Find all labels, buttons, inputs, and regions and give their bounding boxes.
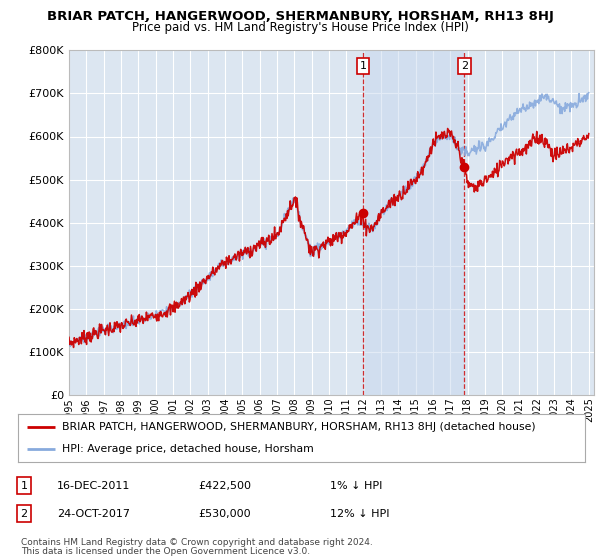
Text: 1: 1: [20, 480, 28, 491]
Text: 24-OCT-2017: 24-OCT-2017: [57, 508, 130, 519]
Bar: [363, 50, 464, 395]
Text: 1: 1: [359, 60, 367, 71]
Text: Contains HM Land Registry data © Crown copyright and database right 2024.: Contains HM Land Registry data © Crown c…: [21, 538, 373, 547]
Text: £422,500: £422,500: [198, 480, 251, 491]
Text: HPI: Average price, detached house, Horsham: HPI: Average price, detached house, Hors…: [62, 444, 314, 454]
Text: £530,000: £530,000: [198, 508, 251, 519]
Text: BRIAR PATCH, HANGERWOOD, SHERMANBURY, HORSHAM, RH13 8HJ: BRIAR PATCH, HANGERWOOD, SHERMANBURY, HO…: [47, 10, 553, 23]
Text: 2: 2: [20, 508, 28, 519]
Text: BRIAR PATCH, HANGERWOOD, SHERMANBURY, HORSHAM, RH13 8HJ (detached house): BRIAR PATCH, HANGERWOOD, SHERMANBURY, HO…: [62, 422, 536, 432]
Text: 1% ↓ HPI: 1% ↓ HPI: [330, 480, 382, 491]
Text: Price paid vs. HM Land Registry's House Price Index (HPI): Price paid vs. HM Land Registry's House …: [131, 21, 469, 34]
Text: This data is licensed under the Open Government Licence v3.0.: This data is licensed under the Open Gov…: [21, 547, 310, 556]
Text: 12% ↓ HPI: 12% ↓ HPI: [330, 508, 389, 519]
Text: 16-DEC-2011: 16-DEC-2011: [57, 480, 130, 491]
Text: 2: 2: [461, 60, 468, 71]
